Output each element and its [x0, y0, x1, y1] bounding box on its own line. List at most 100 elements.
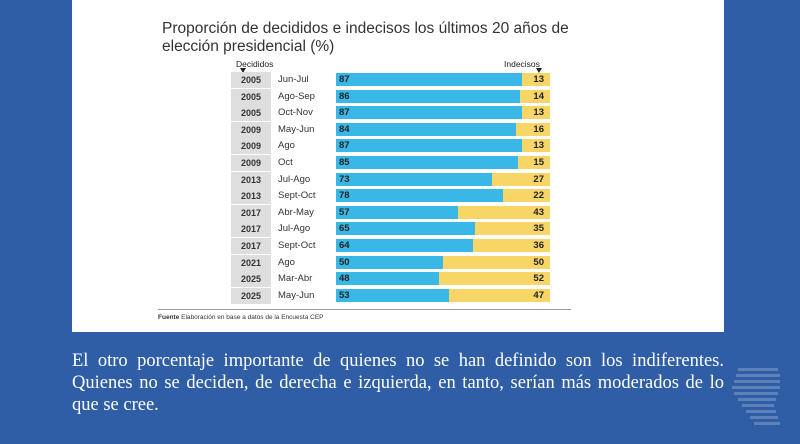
chart-row: 2017 Abr-May 57 43: [231, 204, 551, 222]
bar-undecided: 86 14: [336, 89, 550, 103]
source-note: Fuente Elaboración en base a datos de la…: [158, 314, 324, 321]
period-label: Jun-Jul: [278, 74, 309, 85]
value-decided: 78: [339, 190, 350, 202]
chart-table: 2005 Jun-Jul 87 13 2005 Ago-Sep 86 14 2005 Oct-No…: [231, 72, 551, 305]
bar-decided: [336, 272, 439, 286]
bar-undecided: 53 47: [336, 288, 550, 302]
bar-decided: [336, 255, 443, 269]
bar-undecided: 57 43: [336, 205, 550, 219]
chart-row: 2013 Sept-Oct 78 22: [231, 188, 551, 205]
value-decided: 53: [339, 289, 350, 301]
period-label: Mar-Abr: [278, 273, 313, 285]
year-label: 2025: [231, 271, 271, 288]
value-undecided: 22: [533, 190, 544, 202]
period-label: May-Jun: [278, 123, 315, 135]
value-undecided: 52: [533, 273, 544, 285]
profile-head-logo-icon: [732, 368, 780, 425]
year-label: 2017: [231, 237, 271, 254]
bar-decided: [336, 106, 523, 120]
value-decided: 85: [339, 156, 350, 168]
caption-text: El otro porcentaje importante de quienes…: [72, 351, 724, 415]
header-decided-arrow-icon: [240, 68, 246, 73]
period-label: Sept-Oct: [278, 190, 316, 202]
period-label: Sept-Oct: [278, 239, 316, 251]
header-undecided-arrow-icon: [536, 68, 542, 73]
period-label: Oct-Nov: [278, 107, 313, 119]
chart-row: 2017 Sept-Oct 64 36: [231, 237, 551, 255]
chart-row: 2005 Oct-Nov 87 13: [231, 105, 551, 122]
value-undecided: 27: [533, 173, 544, 185]
value-undecided: 14: [533, 90, 544, 102]
value-undecided: 15: [533, 156, 544, 168]
chart-title: Proporción de decididos e indecisos los …: [162, 20, 569, 55]
period-label: May-Jun: [278, 289, 315, 301]
bar-undecided: 78 22: [336, 189, 550, 203]
header-decided: Decididos: [236, 59, 274, 69]
bar-undecided: 65 35: [336, 222, 550, 236]
chart-row: 2013 Jul-Ago 73 27: [231, 171, 551, 189]
chart-row: 2009 Ago 87 13: [231, 138, 551, 155]
bar-decided: [336, 288, 450, 302]
value-decided: 65: [339, 223, 350, 235]
value-decided: 48: [339, 273, 350, 285]
period-label: Jul-Ago: [278, 223, 311, 235]
value-decided: 86: [339, 90, 350, 102]
period-label: Jul-Ago: [278, 173, 311, 185]
bar-undecided: 73 27: [336, 172, 550, 186]
value-undecided: 13: [533, 107, 544, 119]
source-text: Elaboración en base a datos de la Encues…: [181, 314, 324, 321]
value-undecided: 50: [533, 256, 544, 268]
year-label: 2009: [231, 121, 271, 138]
bar-decided: [336, 205, 458, 219]
chart-row: 2005 Ago-Sep 86 14: [231, 88, 551, 106]
year-label: 2013: [231, 188, 271, 205]
bar-undecided: 64 36: [336, 238, 550, 252]
bar-undecided: 85 15: [336, 155, 550, 169]
value-decided: 87: [339, 107, 350, 119]
chart-row: 2005 Jun-Jul 87 13: [231, 72, 551, 89]
bar-decided: [336, 89, 521, 103]
value-undecided: 13: [533, 74, 544, 85]
year-label: 2013: [231, 171, 271, 188]
source-label: Fuente: [158, 314, 180, 321]
bar-decided: [336, 172, 493, 186]
bar-undecided: 48 52: [336, 272, 550, 286]
year-label: 2009: [231, 154, 271, 171]
value-decided: 73: [339, 173, 350, 185]
bar-undecided: 87 13: [336, 106, 550, 120]
value-undecided: 16: [533, 123, 544, 135]
year-label: 2017: [231, 221, 271, 238]
value-decided: 87: [339, 140, 350, 152]
value-decided: 84: [339, 123, 350, 135]
period-label: Ago: [278, 256, 295, 268]
value-decided: 64: [339, 239, 350, 251]
chart-row: 2009 Oct 85 15: [231, 154, 551, 172]
year-label: 2005: [231, 88, 271, 105]
value-decided: 57: [339, 206, 350, 218]
chart-row: 2025 Mar-Abr 48 52: [231, 271, 551, 288]
period-label: Ago: [278, 140, 295, 152]
source-divider: [158, 309, 571, 310]
value-decided: 87: [339, 74, 350, 85]
bar-decided: [336, 189, 503, 203]
bar-decided: [336, 155, 518, 169]
value-undecided: 36: [533, 239, 544, 251]
year-label: 2021: [231, 254, 271, 271]
period-label: Ago-Sep: [278, 90, 315, 102]
bar-decided: [336, 122, 516, 136]
period-label: Abr-May: [278, 206, 314, 218]
value-undecided: 35: [533, 223, 544, 235]
year-label: 2005: [231, 105, 271, 122]
bar-decided: [336, 222, 476, 236]
year-label: 2009: [231, 138, 271, 155]
bar-decided: [336, 73, 523, 86]
bar-undecided: 84 16: [336, 122, 550, 136]
bar-undecided: 50 50: [336, 255, 550, 269]
year-label: 2005: [231, 72, 271, 88]
bar-undecided: 87 13: [336, 139, 550, 153]
value-undecided: 47: [533, 289, 544, 301]
value-decided: 50: [339, 256, 350, 268]
period-label: Oct: [278, 156, 293, 168]
value-undecided: 43: [533, 206, 544, 218]
value-undecided: 13: [533, 140, 544, 152]
